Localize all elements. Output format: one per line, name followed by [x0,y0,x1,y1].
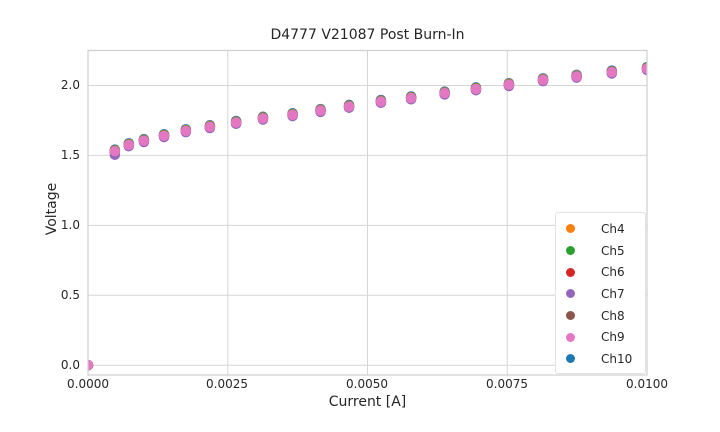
data-point [405,92,417,104]
legend-label: Ch5 [601,243,625,258]
series-ch9 [88,63,647,371]
legend-item-ch5: Ch5 [556,240,645,262]
y-tick-label: 2.0 [60,78,80,92]
legend-marker-ch8 [566,311,575,321]
data-point [287,109,298,121]
data-point [180,125,192,137]
y-tick-label: 1.5 [60,148,80,162]
data-point [571,71,582,82]
x-tick-label: 0.0000 [67,377,109,391]
legend-item-ch4: Ch4 [556,218,645,240]
legend-marker-ch7 [566,289,575,299]
x-tick-label: 0.0100 [626,377,668,391]
legend-item-ch10: Ch10 [556,348,645,370]
data-point [138,135,150,146]
data-point [230,117,242,128]
legend: Ch4 Ch5 Ch6 Ch7 Ch8 Ch9 Ch10 [555,212,646,374]
y-tick-label: 0.5 [60,288,80,302]
legend-item-ch8: Ch8 [556,305,645,327]
x-tick-label: 0.0025 [206,377,248,391]
data-point [257,113,269,124]
x-axis-label: Current [A] [328,394,407,410]
legend-marker-ch9 [566,332,575,342]
data-point [204,121,216,132]
y-tick-label: 1.0 [60,218,80,232]
data-points [88,61,647,371]
data-point [537,74,549,86]
x-tick-label: 0.0075 [486,377,528,391]
legend-label: Ch9 [601,330,625,345]
y-tick-label: 0.0 [60,358,80,372]
data-point [109,145,121,157]
legend-item-ch7: Ch7 [556,283,645,305]
legend-marker-ch6 [566,267,575,277]
legend-marker-ch5 [566,246,575,256]
data-point [503,79,515,91]
legend-label: Ch8 [601,308,625,323]
data-point [88,359,94,371]
data-point [470,83,482,95]
legend-label: Ch7 [601,286,625,301]
data-point [158,130,170,142]
legend-label: Ch10 [601,351,633,366]
data-point [375,96,387,107]
data-point [641,63,647,74]
plot-border [87,49,648,376]
legend-item-ch6: Ch6 [556,261,645,283]
data-point [439,87,450,99]
legend-label: Ch6 [601,265,625,280]
legend-marker-ch4 [566,224,575,234]
legend-marker-ch10 [566,354,575,364]
data-point [123,139,135,151]
chart-title: D4777 V21087 Post Burn-In [270,27,465,43]
data-point [606,66,618,78]
data-point [315,105,326,116]
legend-item-ch9: Ch9 [556,326,645,348]
x-tick-label: 0.0050 [346,377,388,391]
legend-label: Ch4 [601,221,625,236]
data-point [343,101,355,112]
